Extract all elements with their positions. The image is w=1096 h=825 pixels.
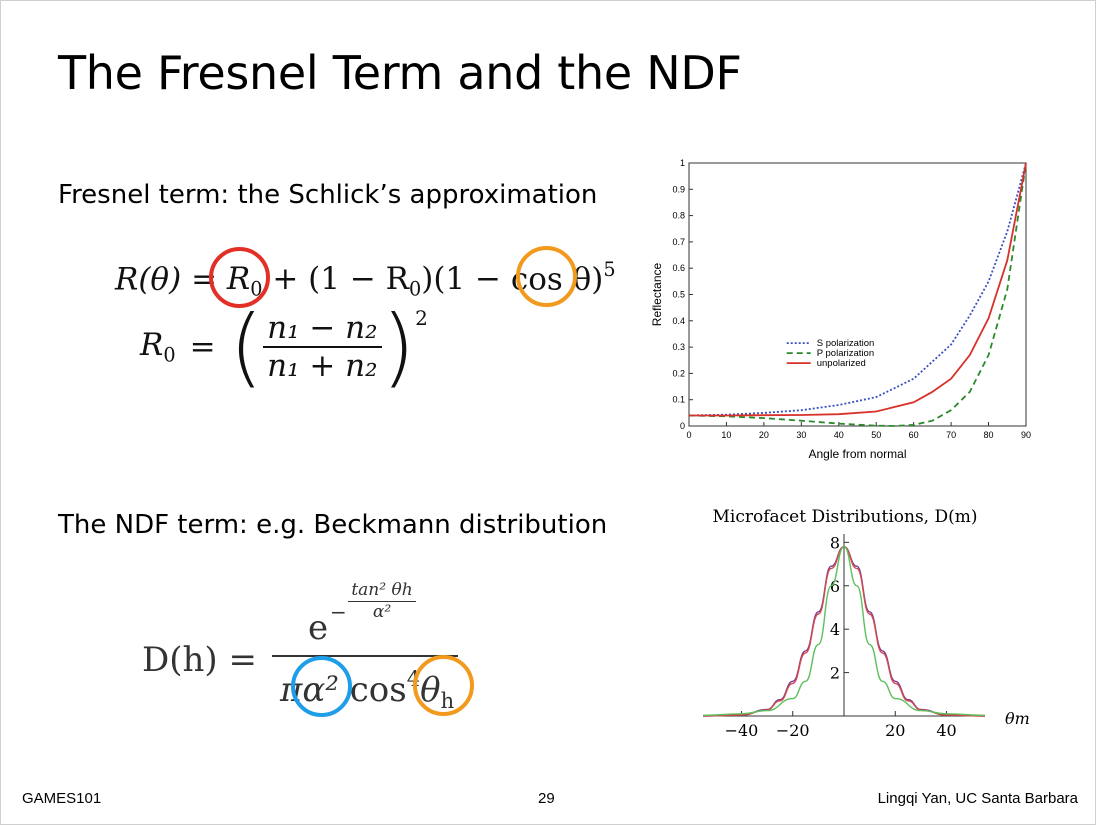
microfacet-x-axis-label: θm	[1005, 709, 1030, 728]
alpha-highlight-circle	[291, 656, 352, 717]
reflectance-y-tick-label: 0.1	[672, 395, 685, 405]
ndf-heading: The NDF term: e.g. Beckmann distribution	[58, 510, 608, 540]
reflectance-legend-label: S polarization	[817, 338, 875, 349]
fresnel-lhs: R(θ)	[115, 261, 182, 298]
reflectance-series-p-polarization	[688, 162, 1027, 427]
ndf-exp-denominator: α²	[372, 602, 392, 622]
reflectance-x-tick-label: 50	[871, 430, 881, 440]
reflectance-x-tick-label: 10	[721, 430, 731, 440]
reflectance-y-tick-label: 0.6	[672, 263, 685, 273]
reflectance-y-tick-label: 0.9	[672, 184, 685, 194]
ndf-exp-numerator: tan² θh	[348, 580, 416, 602]
footer-course: GAMES101	[22, 790, 102, 807]
r0-eq: =	[189, 329, 216, 365]
microfacet-y-tick-label: 2	[830, 664, 840, 683]
microfacet-series-3	[702, 545, 986, 716]
reflectance-y-tick-label: 1	[680, 158, 685, 168]
reflectance-x-tick-label: 30	[796, 430, 806, 440]
fresnel-mid: + (1 − R0)(1 −	[272, 261, 511, 302]
microfacet-chart-title: Microfacet Distributions, D(m)	[713, 507, 978, 527]
ndf-e: e	[308, 608, 329, 648]
microfacet-chart: Microfacet Distributions, D(m) −40 −20 20 4…	[702, 507, 1030, 740]
reflectance-y-tick-label: 0.2	[672, 368, 685, 378]
reflectance-x-tick-label: 40	[834, 430, 844, 440]
r0-highlight-circle	[209, 247, 270, 308]
ndf-den-cos: cos	[349, 669, 407, 710]
theta-h-highlight-circle	[413, 655, 474, 716]
slide-title: The Fresnel Term and the NDF	[58, 46, 742, 100]
fresnel-heading: Fresnel term: the Schlick’s approximatio…	[58, 180, 598, 210]
footer-page-number: 29	[538, 790, 555, 807]
reflectance-series-unpolarized	[689, 162, 1027, 417]
r0-right-paren: )	[381, 297, 416, 397]
cos-theta-highlight-circle	[516, 246, 577, 307]
microfacet-y-tick-label: 6	[830, 577, 840, 596]
ndf-exp-fraction: tan² θh α²	[348, 580, 416, 622]
reflectance-y-tick-label: 0.3	[672, 342, 685, 352]
r0-denominator: n₁ + n₂	[267, 348, 378, 384]
microfacet-x-tick-label: −40	[725, 721, 759, 740]
reflectance-y-tick-label: 0.7	[672, 237, 685, 247]
fresnel-formula: R(θ) = R0 + (1 − R0)(1 − cos θ)5	[115, 258, 616, 301]
ndf-lhs: D(h) =	[142, 640, 257, 680]
r0-fraction: n₁ − n₂ n₁ + n₂	[263, 310, 382, 384]
reflectance-x-axis-label: Angle from normal	[808, 447, 906, 461]
footer-author: Lingqi Yan, UC Santa Barbara	[877, 790, 1078, 807]
fresnel-close: )	[591, 261, 604, 298]
reflectance-y-tick-label: 0	[680, 421, 685, 431]
ndf-fraction-bar	[272, 655, 458, 657]
reflectance-x-tick-label: 20	[759, 430, 769, 440]
reflectance-chart: 0 10 20 30 40 50 60 70 80 90 0 0.1 0.2 0.3 0.4 0.5 0.6 0.…	[650, 158, 1031, 461]
microfacet-x-tick-label: −20	[776, 721, 810, 740]
reflectance-y-tick-label: 0.4	[672, 316, 685, 326]
reflectance-legend-label: unpolarized	[817, 358, 866, 369]
reflectance-y-tick-label: 0.8	[672, 211, 685, 221]
reflectance-legend-label: P polarization	[817, 348, 874, 359]
reflectance-plot-frame	[688, 162, 1027, 427]
r0-exp: 2	[415, 306, 428, 330]
reflectance-x-tick-label: 0	[686, 430, 691, 440]
microfacet-x-tick-label: 20	[885, 721, 905, 740]
r0-left-paren: (	[229, 297, 264, 397]
reflectance-x-tick-label: 70	[946, 430, 956, 440]
fresnel-exp: 5	[603, 258, 616, 281]
reflectance-x-tick-label: 80	[984, 430, 994, 440]
reflectance-series-s-polarization	[688, 162, 1027, 417]
microfacet-y-tick-label: 4	[830, 620, 840, 639]
reflectance-x-tick-label: 90	[1021, 430, 1031, 440]
r0-formula: R0 = ( n₁ − n₂ n₁ + n₂ ) 2	[140, 304, 428, 390]
reflectance-y-axis-label: Reflectance	[650, 262, 664, 326]
microfacet-x-tick-label: 40	[936, 721, 956, 740]
r0-lhs: R0	[140, 327, 176, 367]
reflectance-y-tick-label: 0.5	[672, 290, 685, 300]
r0-numerator: n₁ − n₂	[263, 310, 382, 348]
microfacet-y-tick-label: 8	[830, 533, 840, 552]
reflectance-x-tick-label: 60	[909, 430, 919, 440]
ndf-exp-minus: −	[330, 600, 347, 624]
